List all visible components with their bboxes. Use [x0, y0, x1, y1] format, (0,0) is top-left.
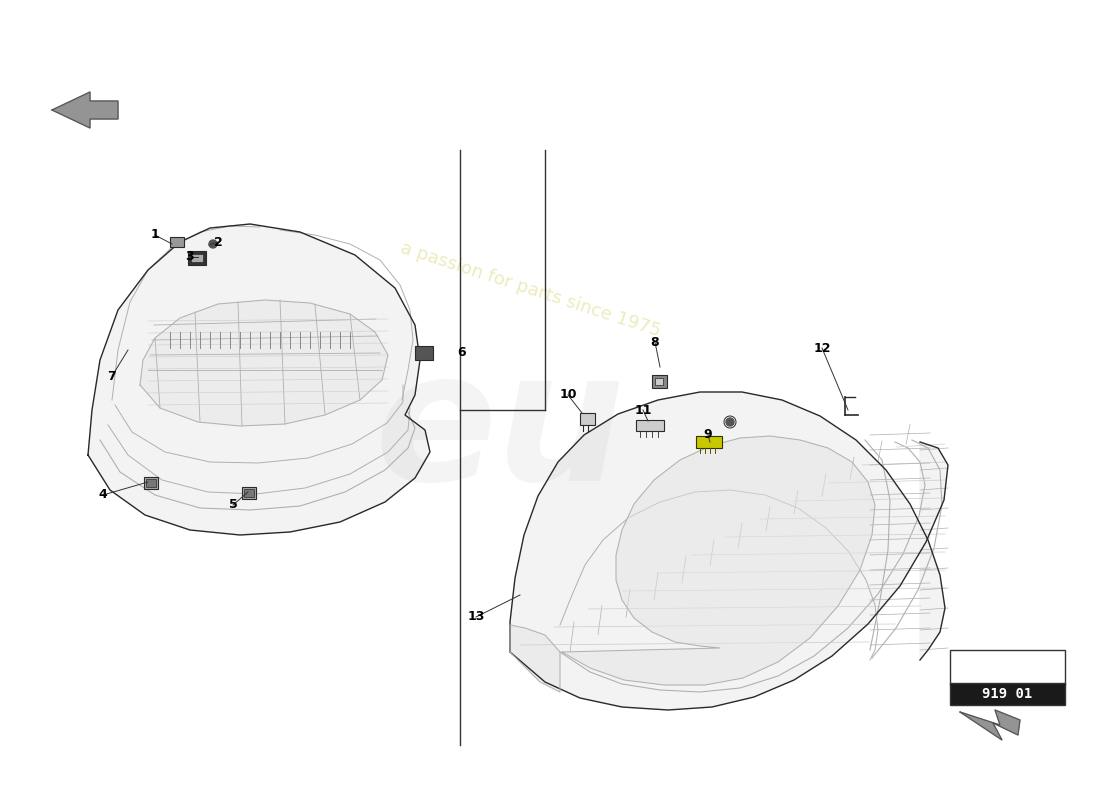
- Bar: [242, 487, 256, 499]
- Bar: [244, 489, 254, 497]
- Bar: [170, 237, 184, 247]
- Polygon shape: [140, 300, 388, 426]
- Bar: [191, 254, 204, 262]
- Text: 9: 9: [704, 429, 713, 442]
- Polygon shape: [562, 436, 874, 685]
- Bar: [950, 650, 1065, 685]
- Bar: [580, 413, 595, 425]
- Polygon shape: [52, 92, 118, 128]
- Bar: [636, 420, 664, 431]
- Polygon shape: [510, 392, 948, 710]
- Text: 4: 4: [99, 489, 108, 502]
- Bar: [146, 479, 156, 487]
- Text: 8: 8: [651, 335, 659, 349]
- Text: 10: 10: [559, 389, 576, 402]
- Text: a passion for parts since 1975: a passion for parts since 1975: [397, 239, 662, 341]
- Text: 3: 3: [186, 250, 195, 263]
- Text: 7: 7: [108, 370, 117, 382]
- Polygon shape: [510, 625, 560, 692]
- Circle shape: [209, 240, 217, 248]
- Bar: [188, 251, 206, 265]
- Text: 6: 6: [458, 346, 466, 358]
- Bar: [696, 436, 722, 448]
- Text: 919 01: 919 01: [982, 687, 1033, 701]
- Bar: [950, 683, 1065, 705]
- Text: 1: 1: [151, 229, 160, 242]
- Polygon shape: [960, 710, 1020, 740]
- Text: 2: 2: [213, 235, 222, 249]
- Text: 11: 11: [635, 403, 651, 417]
- Bar: [415, 346, 433, 360]
- Bar: [144, 477, 158, 489]
- Text: 5: 5: [229, 498, 238, 511]
- Polygon shape: [88, 224, 430, 535]
- Bar: [654, 378, 663, 385]
- Circle shape: [726, 418, 734, 426]
- Text: 12: 12: [813, 342, 830, 354]
- Bar: [652, 375, 667, 388]
- Text: 13: 13: [468, 610, 485, 623]
- Text: eu: eu: [375, 342, 626, 518]
